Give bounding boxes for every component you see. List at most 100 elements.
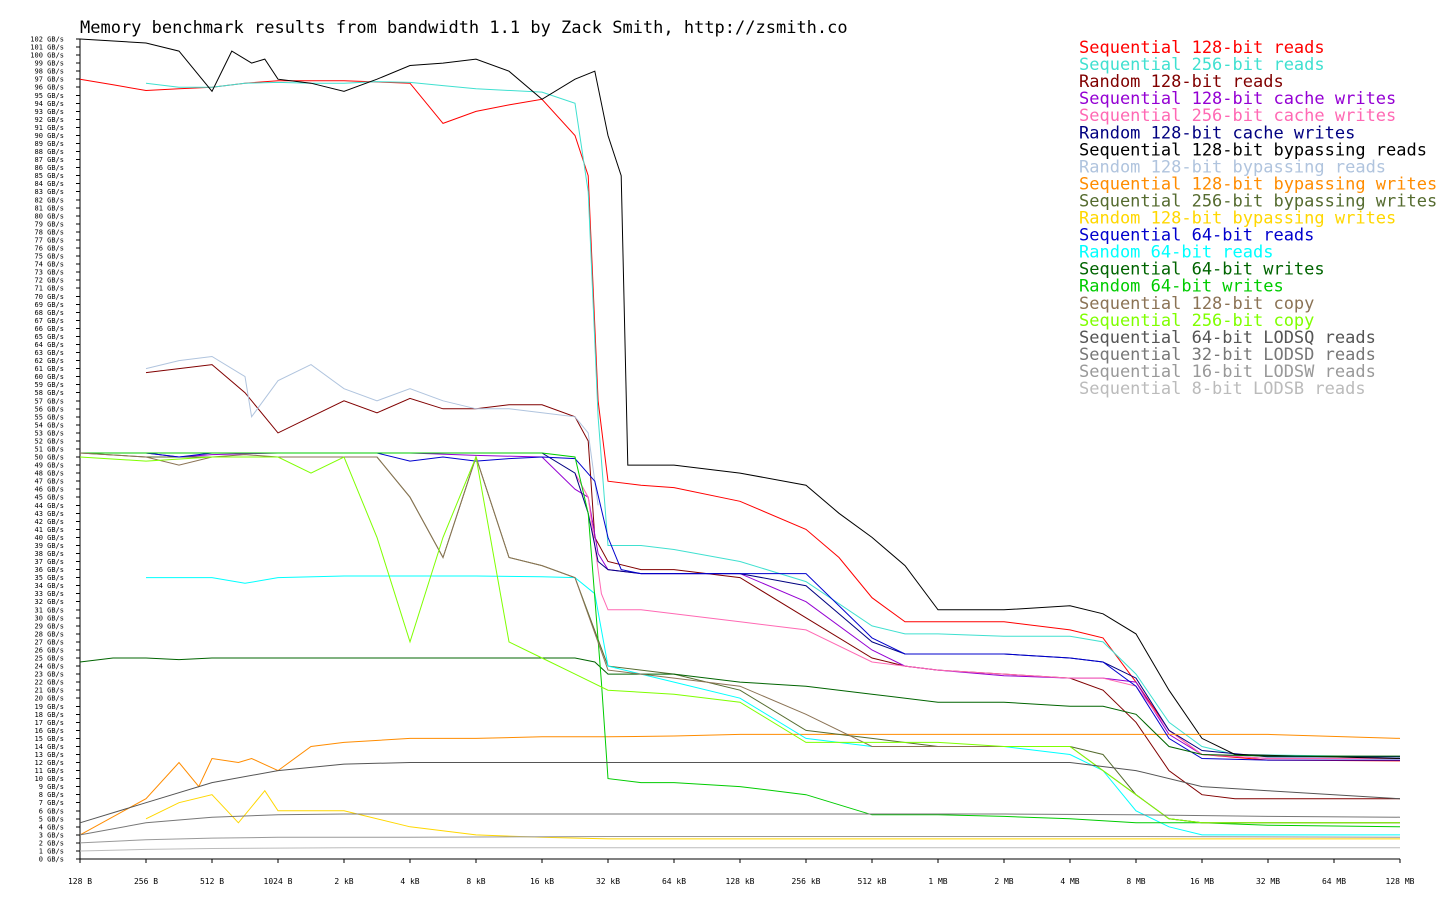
y-tick-label: 23 GB/s xyxy=(34,671,64,679)
y-tick-label: 44 GB/s xyxy=(34,502,64,510)
y-tick-label: 47 GB/s xyxy=(34,478,64,486)
y-tick-label: 78 GB/s xyxy=(34,228,64,236)
y-tick-label: 46 GB/s xyxy=(34,486,64,494)
y-axis: 0 GB/s1 GB/s2 GB/s3 GB/s4 GB/s5 GB/s6 GB… xyxy=(30,36,81,864)
y-tick-label: 82 GB/s xyxy=(34,196,64,204)
y-tick-label: 102 GB/s xyxy=(30,36,64,44)
x-tick-label: 256 B xyxy=(134,877,158,886)
x-tick-label: 8 kB xyxy=(466,877,485,886)
y-tick-label: 60 GB/s xyxy=(34,373,64,381)
y-tick-label: 7 GB/s xyxy=(39,799,64,807)
y-tick-label: 101 GB/s xyxy=(30,44,64,52)
y-tick-label: 36 GB/s xyxy=(34,566,64,574)
y-tick-label: 19 GB/s xyxy=(34,703,64,711)
y-tick-label: 67 GB/s xyxy=(34,317,64,325)
y-tick-label: 26 GB/s xyxy=(34,646,64,654)
y-tick-label: 57 GB/s xyxy=(34,397,64,405)
series-line-10 xyxy=(79,452,1400,824)
y-tick-label: 33 GB/s xyxy=(34,590,64,598)
legend-entry-13: Random 64-bit reads xyxy=(1079,243,1273,263)
y-tick-label: 39 GB/s xyxy=(34,542,64,550)
y-tick-label: 9 GB/s xyxy=(39,783,64,791)
y-tick-label: 15 GB/s xyxy=(34,735,64,743)
legend-entry-19: Sequential 32-bit LODSD reads xyxy=(1079,345,1376,365)
x-tick-label: 1 MB xyxy=(928,877,947,886)
y-tick-label: 79 GB/s xyxy=(34,220,64,228)
series-line-12 xyxy=(80,452,1400,761)
x-tick-label: 128 B xyxy=(68,877,92,886)
y-tick-label: 40 GB/s xyxy=(34,534,64,542)
legend: Sequential 128-bit reads Sequential 256-b… xyxy=(1079,38,1437,399)
legend-entry-1: Sequential 128-bit reads xyxy=(1079,38,1325,58)
series-line-9 xyxy=(79,733,1401,836)
y-tick-label: 48 GB/s xyxy=(34,470,64,478)
y-tick-label: 56 GB/s xyxy=(34,405,64,413)
legend-entry-4: Sequential 128-bit cache writes xyxy=(1079,89,1396,109)
chart-title: Memory benchmark results from bandwidth … xyxy=(80,18,848,38)
y-tick-label: 52 GB/s xyxy=(34,437,64,445)
y-tick-label: 71 GB/s xyxy=(34,285,64,293)
series-line-16 xyxy=(79,452,1400,824)
x-tick-label: 128 MB xyxy=(1386,877,1415,886)
y-tick-label: 88 GB/s xyxy=(34,148,64,156)
y-tick-label: 89 GB/s xyxy=(34,140,64,148)
y-tick-label: 74 GB/s xyxy=(34,261,64,269)
y-tick-label: 91 GB/s xyxy=(34,124,64,132)
y-tick-label: 83 GB/s xyxy=(34,188,64,196)
legend-entry-16: Sequential 128-bit copy xyxy=(1079,294,1314,314)
y-tick-label: 76 GB/s xyxy=(34,245,64,253)
x-tick-label: 32 MB xyxy=(1256,877,1280,886)
series-line-19 xyxy=(79,813,1401,836)
y-tick-label: 96 GB/s xyxy=(34,84,64,92)
y-tick-label: 38 GB/s xyxy=(34,550,64,558)
y-tick-label: 86 GB/s xyxy=(34,164,64,172)
series-line-1 xyxy=(79,78,1401,762)
legend-entry-20: Sequential 16-bit LODSW reads xyxy=(1079,362,1376,382)
y-tick-label: 20 GB/s xyxy=(34,695,64,703)
plot-area xyxy=(79,38,1401,852)
legend-entry-5: Sequential 256-bit cache writes xyxy=(1079,106,1396,126)
y-tick-label: 65 GB/s xyxy=(34,333,64,341)
series-line-11 xyxy=(145,789,1400,840)
legend-entry-17: Sequential 256-bit copy xyxy=(1079,311,1314,331)
y-tick-label: 93 GB/s xyxy=(34,108,64,116)
x-tick-label: 16 MB xyxy=(1190,877,1214,886)
y-tick-label: 37 GB/s xyxy=(34,558,64,566)
y-tick-label: 53 GB/s xyxy=(34,429,64,437)
y-tick-label: 34 GB/s xyxy=(34,582,64,590)
legend-entry-3: Random 128-bit reads xyxy=(1079,72,1284,92)
series-line-4 xyxy=(80,452,1400,759)
x-tick-label: 32 kB xyxy=(596,877,620,886)
y-tick-label: 25 GB/s xyxy=(34,655,64,663)
y-tick-label: 58 GB/s xyxy=(34,389,64,397)
y-tick-label: 43 GB/s xyxy=(34,510,64,518)
series-line-17 xyxy=(79,455,1400,824)
y-tick-label: 63 GB/s xyxy=(34,349,64,357)
y-tick-label: 10 GB/s xyxy=(34,775,64,783)
y-tick-label: 70 GB/s xyxy=(34,293,64,301)
x-tick-label: 2 MB xyxy=(994,877,1013,886)
y-tick-label: 12 GB/s xyxy=(34,759,64,767)
series-line-5 xyxy=(574,472,1400,759)
series-line-7 xyxy=(79,38,1401,759)
y-tick-label: 80 GB/s xyxy=(34,212,64,220)
y-tick-label: 85 GB/s xyxy=(34,172,64,180)
x-tick-label: 256 kB xyxy=(792,877,821,886)
y-tick-label: 55 GB/s xyxy=(34,413,64,421)
y-tick-label: 75 GB/s xyxy=(34,253,64,261)
y-tick-label: 2 GB/s xyxy=(39,839,64,847)
y-tick-label: 69 GB/s xyxy=(34,301,64,309)
x-tick-label: 4 kB xyxy=(400,877,419,886)
series-line-15 xyxy=(80,452,1401,828)
legend-entry-9: Sequential 128-bit bypassing writes xyxy=(1079,174,1437,194)
y-tick-label: 18 GB/s xyxy=(34,711,64,719)
y-tick-label: 99 GB/s xyxy=(34,60,64,68)
y-tick-label: 94 GB/s xyxy=(34,100,64,108)
y-tick-label: 62 GB/s xyxy=(34,357,64,365)
y-tick-label: 28 GB/s xyxy=(34,630,64,638)
legend-entry-11: Random 128-bit bypassing writes xyxy=(1079,209,1396,229)
x-tick-label: 2 kB xyxy=(334,877,353,886)
y-tick-label: 42 GB/s xyxy=(34,518,64,526)
x-tick-label: 512 kB xyxy=(858,877,887,886)
